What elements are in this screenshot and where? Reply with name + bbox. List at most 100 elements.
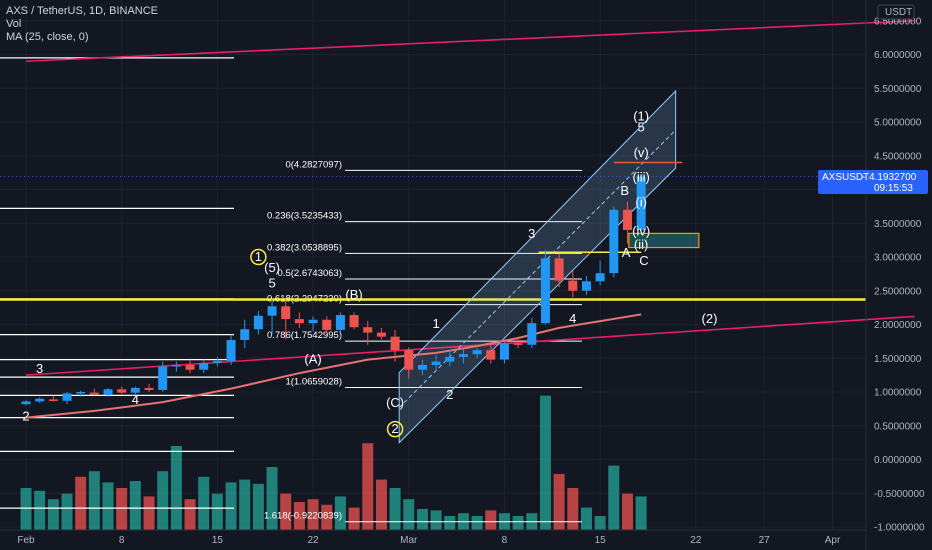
volume-bar	[20, 488, 32, 530]
candle-body	[185, 365, 195, 370]
volume-bar	[102, 482, 114, 530]
candle-body	[499, 343, 509, 360]
volume-bar	[129, 481, 141, 530]
wave-label: (B)	[345, 287, 362, 302]
wave-label: (A)	[304, 352, 321, 367]
candle-body	[404, 350, 414, 370]
ma-indicator-label[interactable]: MA (25, close, 0)	[6, 31, 89, 43]
wave-label: (2)	[702, 311, 718, 326]
wave-label: 5	[638, 119, 645, 134]
x-tick-label: Mar	[400, 535, 418, 546]
candle-body	[581, 281, 591, 291]
wave-label: 1	[432, 316, 439, 331]
volume-bar	[512, 516, 524, 530]
wave-label: 5	[268, 275, 275, 290]
candle-body	[89, 392, 99, 395]
candle-body	[171, 365, 181, 367]
fib-level-label: 0.786(1.7542995)	[267, 330, 342, 341]
fib-levels: 0(4.2827097) 0.236(3.5235433) 0.382(3.0538…	[0, 57, 582, 523]
candle-body	[417, 365, 427, 370]
volume-bar	[307, 499, 319, 530]
wave-label: (iv)	[632, 223, 650, 238]
candle-body	[363, 327, 373, 333]
wave-label: B	[620, 183, 629, 198]
candle-body	[458, 354, 468, 357]
y-tick-label: 3.0000000	[874, 253, 922, 264]
currency-box[interactable]: USDT	[877, 4, 915, 20]
candle-body	[308, 319, 318, 324]
volume-bar	[430, 510, 442, 530]
y-tick-label: 6.5000000	[874, 16, 922, 27]
candle-body	[281, 306, 291, 320]
wave-zone-box	[628, 232, 700, 249]
volume-bar	[389, 488, 401, 530]
volume-bar	[444, 516, 456, 530]
x-tick-label: Apr	[825, 535, 841, 546]
price-tag-symbol: AXSUSDT	[822, 172, 869, 183]
wave-label: (5)	[264, 260, 280, 275]
wave-label: A	[622, 245, 631, 260]
wave-circle	[250, 248, 267, 266]
y-tick-label: 0.5000000	[874, 421, 922, 432]
candle-body	[376, 332, 386, 337]
rising-channel	[398, 89, 677, 444]
fib-level-label: 0.236(3.5235433)	[267, 211, 342, 222]
candle-body	[636, 176, 646, 230]
wave-label: (iii)	[632, 169, 649, 184]
wave-label: (1)	[633, 109, 649, 124]
currency-box-frame	[877, 4, 915, 20]
candle-body	[513, 343, 523, 345]
wave-label: 2	[446, 387, 453, 402]
x-tick-label: 27	[759, 535, 771, 546]
candle-body	[62, 393, 72, 401]
candle-body	[35, 398, 45, 402]
volume-bar	[184, 499, 196, 530]
y-tick-label: 1.0000000	[874, 388, 922, 399]
y-tick-label: 3.5000000	[874, 219, 922, 230]
wave-label: 3	[528, 226, 535, 241]
volume-bar	[553, 474, 565, 530]
candle-body	[76, 392, 86, 394]
candle-body	[253, 315, 263, 330]
candle-body	[199, 362, 209, 370]
candles	[21, 176, 646, 406]
volume-bar	[47, 499, 59, 530]
volume-bar	[266, 467, 278, 530]
volume-bar	[635, 496, 647, 530]
volume-indicator-label[interactable]: Vol	[6, 18, 22, 30]
volume-bar	[225, 482, 237, 530]
volume-bar	[252, 483, 264, 530]
price-tag-dash: -	[862, 172, 865, 183]
candle-body	[568, 280, 578, 291]
volume-bar	[143, 496, 155, 530]
y-tick-label: 0.0000000	[874, 455, 922, 466]
wave-label: (C)	[386, 395, 404, 410]
volume-bar	[375, 479, 387, 530]
volume-bar	[348, 507, 360, 530]
wave-labels: 234(5)5(A)(B)(C)1234BAC(iii)(i)(iv)(ii)(…	[22, 109, 718, 438]
candle-body	[267, 306, 277, 316]
y-tick-label: 6.0000000	[874, 50, 922, 61]
volume-bar	[485, 510, 497, 530]
candle-body	[144, 387, 154, 390]
volume-bar	[61, 493, 73, 530]
candle-body	[130, 387, 140, 393]
volume-bar	[416, 509, 428, 530]
candle-body	[349, 315, 359, 328]
wave-label: C	[639, 253, 648, 268]
volume-bar	[539, 395, 551, 530]
volume-bar	[34, 490, 46, 530]
x-tick-label: 8	[502, 535, 508, 546]
fib-level-label: 0.382(3.0538895)	[267, 242, 342, 253]
candle-body	[158, 366, 168, 390]
y-tick-label: 5.0000000	[874, 118, 922, 129]
price-tag: AXSUSDT - 4.1932700 09:15:53	[818, 170, 928, 194]
candle-body	[431, 361, 441, 365]
volume-bar	[621, 493, 633, 530]
chart-legend: AXS / TetherUS, 1D, BINANCE Vol MA (25, …	[6, 5, 158, 44]
fib-level-label: 0(4.2827097)	[285, 159, 342, 170]
symbol-title[interactable]: AXS / TetherUS, 1D, BINANCE	[6, 5, 159, 17]
candle-body	[212, 360, 222, 363]
wave-label: 3	[36, 361, 43, 376]
